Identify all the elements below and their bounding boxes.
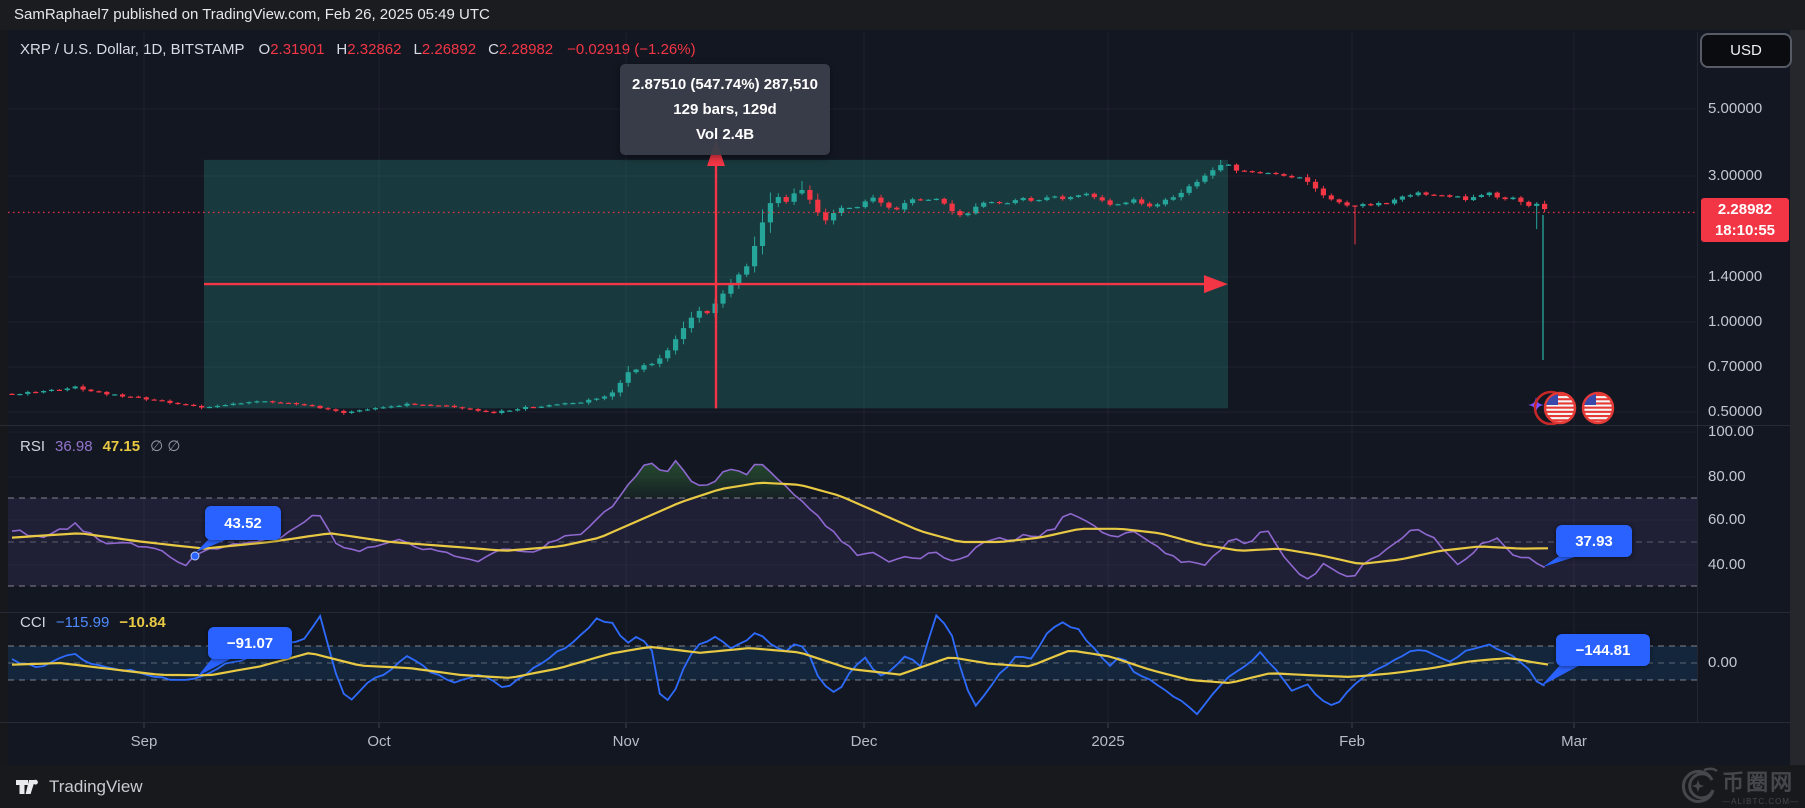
- symbol-title[interactable]: XRP / U.S. Dollar, 1D, BITSTAMP: [20, 40, 245, 58]
- change-value: −0.02919 (−1.26%): [567, 40, 696, 58]
- site-watermark: 币圈网 —ALIBTC.COM—: [1678, 765, 1799, 806]
- time-tick-label: Sep: [130, 733, 158, 750]
- currency-label: USD: [1730, 42, 1762, 59]
- rsi-title[interactable]: RSI: [20, 437, 46, 455]
- cci-tick-label: 0.00: [1708, 654, 1738, 671]
- price-tick-label: 0.50000: [1708, 403, 1763, 420]
- cci-legend[interactable]: CCI −115.99 −10.84: [20, 614, 166, 631]
- price-tick-label: 3.00000: [1708, 167, 1763, 184]
- time-tick-label: Nov: [612, 733, 640, 750]
- price-tick-label: 1.40000: [1708, 268, 1763, 285]
- cci-value-badge[interactable]: −144.81: [1556, 634, 1650, 666]
- rsi-tick-label: 60.00: [1708, 511, 1746, 528]
- measure-change-line: 2.87510 (547.74%) 287,510: [632, 76, 818, 93]
- high-value: H2.32862: [336, 40, 402, 58]
- symbol-legend[interactable]: XRP / U.S. Dollar, 1D, BITSTAMP O2.31901…: [20, 39, 696, 59]
- cci-ma-value: −10.84: [119, 614, 166, 631]
- cci-value-badge[interactable]: −91.07: [208, 627, 292, 659]
- measure-bars-line: 129 bars, 129d: [673, 101, 777, 118]
- publish-bar: SamRaphael7 published on TradingView.com…: [0, 0, 1805, 30]
- rsi-value-badge[interactable]: 43.52: [205, 506, 281, 540]
- publish-text: SamRaphael7 published on TradingView.com…: [14, 6, 490, 23]
- time-tick-label: Feb: [1339, 733, 1365, 750]
- rsi-tick-label: 80.00: [1708, 468, 1746, 485]
- watermark-text: 币圈网: [1722, 770, 1795, 795]
- rsi-tick-label: 100.00: [1708, 423, 1754, 440]
- rsi-value-badge[interactable]: 37.93: [1556, 525, 1632, 557]
- chart-widget-background: [8, 30, 1790, 765]
- ohlc-values: O2.31901 H2.32862 L2.26892 C2.28982: [259, 41, 554, 58]
- watermark-swirl-icon: [1682, 766, 1718, 803]
- rsi-hidden-inputs: ∅ ∅: [150, 438, 181, 455]
- price-tick-label: 5.00000: [1708, 100, 1763, 117]
- open-value: O2.31901: [258, 40, 325, 58]
- low-value: L2.26892: [413, 40, 477, 58]
- measure-tooltip: 2.87510 (547.74%) 287,510 129 bars, 129d…: [620, 64, 830, 155]
- chart-canvas[interactable]: [0, 30, 1805, 765]
- tradingview-logo-link[interactable]: TradingView: [14, 774, 143, 800]
- right-outer-strip: [1790, 30, 1805, 765]
- time-tick-label: 2025: [1091, 733, 1125, 750]
- rsi-value: 36.98: [55, 437, 93, 455]
- price-tick-label: 0.70000: [1708, 358, 1763, 375]
- rsi-ma-value: 47.15: [102, 437, 141, 455]
- currency-button[interactable]: USD: [1700, 33, 1792, 68]
- time-tick-label: Oct: [367, 733, 391, 750]
- measure-volume-line: Vol 2.4B: [695, 126, 755, 143]
- bottom-attribution-bar: TradingView 币圈网 —ALIBTC.COM—: [0, 765, 1805, 808]
- tradingview-logo-text: TradingView: [49, 777, 143, 796]
- price-tick-label: 1.00000: [1708, 313, 1763, 330]
- watermark-subtext: —ALIBTC.COM—: [1722, 797, 1799, 806]
- time-tick-label: Mar: [1561, 733, 1587, 750]
- countdown-timer: 18:10:55: [1714, 222, 1776, 239]
- cci-title[interactable]: CCI: [20, 614, 46, 631]
- tradingview-logo-icon: [16, 779, 38, 794]
- rsi-tick-label: 40.00: [1708, 556, 1746, 573]
- time-tick-label: Dec: [850, 733, 878, 750]
- rsi-legend[interactable]: RSI 36.98 47.15 ∅ ∅: [20, 437, 181, 456]
- current-price: 2.28982: [1717, 201, 1773, 218]
- cci-value: −115.99: [55, 614, 110, 631]
- close-value: C2.28982: [488, 40, 554, 58]
- candlesticks: [9, 159, 1548, 415]
- current-price-badge: 2.28982 18:10:55: [1701, 198, 1789, 242]
